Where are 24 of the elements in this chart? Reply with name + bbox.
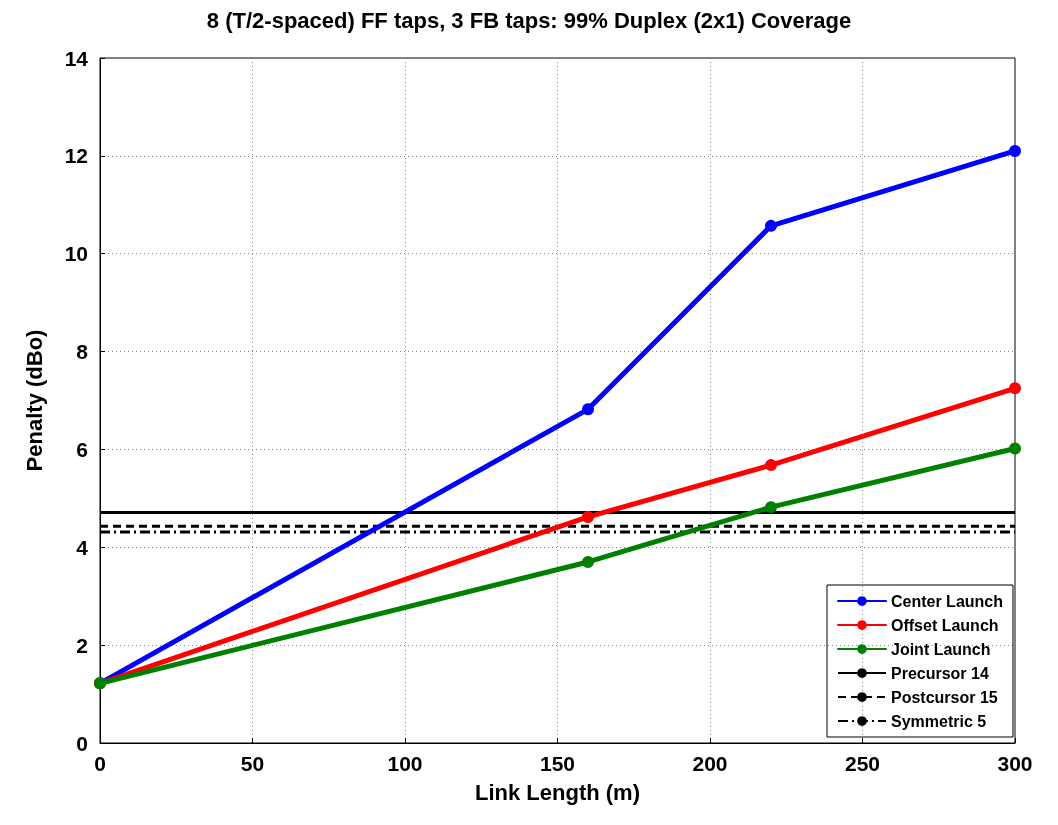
x-axis-title: Link Length (m) (475, 779, 640, 805)
y-tick-label: 2 (76, 633, 88, 657)
legend-label: Offset Launch (890, 616, 999, 634)
y-axis-title: Penalty (dBo) (21, 329, 47, 472)
y-tick-label: 4 (76, 535, 89, 559)
legend-label: Joint Launch (890, 640, 991, 658)
x-tick-label: 50 (240, 752, 265, 775)
x-tick-label: 200 (692, 752, 728, 775)
y-tick-label: 6 (76, 437, 88, 461)
legend-label: Center Launch (890, 592, 1003, 610)
y-tick-label: 14 (64, 46, 89, 70)
x-tick-label: 300 (997, 752, 1033, 775)
y-tick-label: 8 (76, 340, 89, 364)
y-tick-label: 12 (64, 144, 88, 168)
x-tick-label: 250 (844, 752, 881, 775)
chart-title: 8 (T/2-spaced) FF taps, 3 FB taps: 99% Duplex (2x1) Coverage (206, 7, 852, 33)
x-tick-label: 100 (387, 752, 423, 775)
legend-label: Postcursor 15 (890, 688, 998, 706)
x-tick-label: 0 (94, 752, 106, 775)
x-tick-label: 150 (539, 752, 576, 775)
legend-label: Precursor 14 (890, 664, 989, 682)
legend-label: Symmetric 5 (890, 712, 987, 730)
y-tick-label: 10 (64, 242, 88, 266)
y-tick-label: 0 (76, 731, 88, 755)
